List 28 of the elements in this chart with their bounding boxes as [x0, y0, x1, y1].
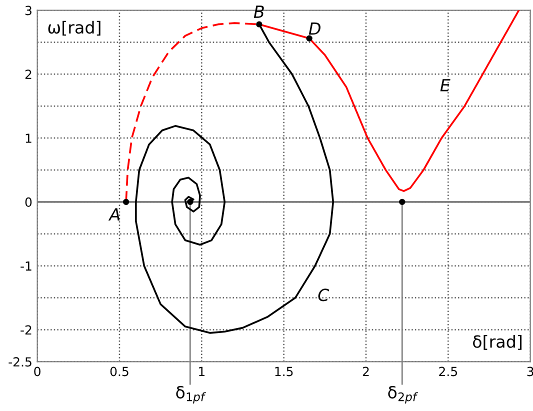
x-tick-label: 2 — [362, 366, 369, 376]
ref-line-label: δ$_{1pf}$ — [176, 386, 206, 404]
y-tick-label: -1 — [20, 261, 32, 271]
point — [399, 198, 406, 206]
point — [187, 198, 194, 206]
annotation: D — [308, 22, 320, 35]
annotation: E — [440, 79, 450, 92]
y-tick-label: -2 — [20, 325, 32, 334]
x-tick-label: 0.5 — [110, 366, 128, 376]
annotation: B — [254, 6, 264, 18]
y-tick-label: 3 — [25, 6, 32, 16]
y-tick-label: 2 — [25, 70, 32, 79]
y-axis-title: ω[rad] — [48, 20, 100, 36]
x-tick-label: 0 — [34, 366, 40, 376]
annotation: A — [108, 208, 120, 220]
y-tick-label: 1 — [26, 134, 32, 143]
point — [306, 35, 312, 42]
point — [256, 21, 262, 28]
x-tick-label: 2.5 — [439, 366, 458, 376]
x-tick-label: 3 — [527, 366, 533, 376]
ref-line-label: δ$_{2pf}$ — [388, 386, 418, 404]
x-axis-title: δ[rad] — [473, 335, 522, 350]
x-tick-label: 1.5 — [275, 366, 293, 376]
point — [122, 198, 130, 206]
x-tick-label: 1 — [199, 366, 204, 376]
y-tick-label: 0 — [25, 197, 32, 207]
y-tick-label: -2.5 — [8, 357, 32, 367]
annotation: C — [318, 288, 330, 302]
